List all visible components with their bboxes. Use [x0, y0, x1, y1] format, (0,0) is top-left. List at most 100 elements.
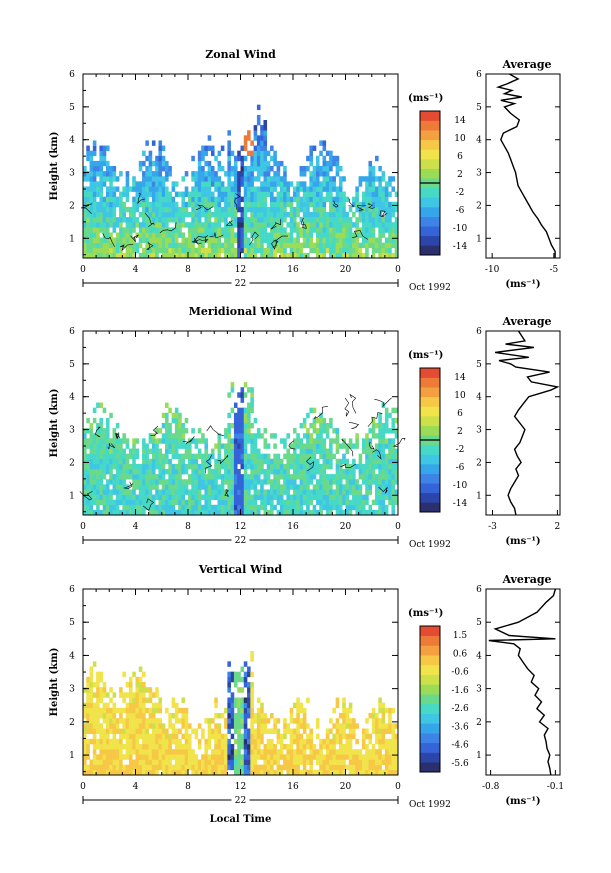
heatmap-cell [171, 728, 176, 734]
heatmap-cell [240, 181, 245, 187]
heatmap-cell [299, 484, 304, 490]
heatmap-cell [112, 433, 117, 439]
heatmap-cell [174, 728, 179, 734]
heatmap-cell [135, 702, 140, 709]
heatmap-cell [243, 438, 248, 444]
heatmap-cell [220, 713, 225, 719]
heatmap-cell [368, 504, 373, 511]
heatmap-cell [92, 489, 97, 495]
heatmap-cell [279, 474, 284, 480]
heatmap-cell [119, 687, 123, 693]
heatmap-cell [207, 453, 212, 460]
heatmap-cell [276, 206, 281, 213]
heatmap-cell [128, 504, 133, 511]
heatmap-cell [266, 509, 271, 516]
heatmap-cell [174, 232, 179, 238]
heatmap-cell [158, 453, 163, 460]
heatmap-cell [279, 489, 284, 495]
heatmap-cell [253, 463, 258, 470]
heatmap-cell [237, 443, 241, 449]
heatmap-cell [128, 692, 133, 698]
heatmap-cell [132, 723, 136, 729]
heatmap-cell [302, 479, 307, 485]
heatmap-cell [315, 242, 320, 249]
heatmap-cell [214, 217, 218, 223]
heatmap-cell [299, 196, 304, 203]
heatmap-cell [345, 474, 350, 480]
heatmap-cell [329, 417, 333, 424]
heatmap-cell [214, 212, 218, 218]
heatmap-cell [178, 423, 182, 429]
heatmap-cell [158, 171, 163, 177]
heatmap-cell [299, 453, 304, 460]
heatmap-cell [296, 494, 300, 500]
contour-line [144, 212, 156, 228]
heatmap-cell [194, 494, 199, 500]
heatmap-cell [286, 728, 291, 734]
heatmap-cell [171, 509, 176, 516]
heatmap-cell [309, 744, 313, 750]
heatmap-cell [355, 232, 359, 238]
heatmap-cell [283, 252, 287, 259]
heatmap-cell [263, 237, 268, 243]
heatmap-cell [289, 463, 294, 470]
heatmap-cell [148, 754, 153, 760]
heatmap-cell [184, 509, 189, 516]
heatmap-cell [276, 728, 281, 734]
heatmap-cell [230, 463, 235, 470]
heatmap-cell [391, 186, 396, 192]
heatmap-cell [299, 166, 304, 172]
average-x-tick-label: -0.1 [547, 782, 564, 792]
heatmap-cell [125, 509, 130, 516]
heatmap-cell [119, 494, 123, 500]
heatmap-cell [312, 749, 317, 755]
heatmap-cell [260, 206, 264, 213]
heatmap-cell [122, 206, 126, 213]
heatmap-cell [89, 217, 94, 223]
heatmap-cell [135, 718, 140, 724]
heatmap-cell [384, 191, 389, 197]
heatmap-cell [256, 749, 261, 755]
heatmap-cell [335, 186, 340, 192]
heatmap-cell [243, 463, 248, 470]
heatmap-cell [263, 489, 268, 495]
heatmap-cell [342, 723, 346, 729]
heatmap-cell [260, 145, 264, 151]
heatmap-cell [112, 222, 117, 228]
heatmap-cell [227, 764, 231, 771]
heatmap-cell [132, 759, 136, 765]
heatmap-cell [99, 201, 103, 208]
heatmap-cell [237, 453, 241, 460]
heatmap-cell [276, 469, 281, 475]
heatmap-cell [188, 448, 192, 454]
heatmap-cell [119, 733, 123, 740]
heatmap-cell [256, 186, 261, 192]
heatmap-cell [99, 222, 103, 228]
heatmap-cell [217, 181, 222, 187]
heatmap-cell [348, 247, 353, 254]
heatmap-cell [322, 474, 327, 480]
heatmap-cell [227, 702, 231, 709]
heatmap-cell [83, 222, 87, 228]
heatmap-cell [220, 474, 225, 480]
heatmap-cell [227, 438, 231, 444]
heatmap-cell [96, 222, 100, 228]
heatmap-cell [148, 692, 153, 698]
contour-line [209, 232, 224, 239]
average-title: Average [501, 573, 551, 586]
heatmap-cell [332, 733, 336, 740]
heatmap-cell [270, 166, 274, 172]
heatmap-cell [361, 769, 366, 776]
heatmap-cell [391, 448, 396, 454]
heatmap-cell [283, 232, 287, 238]
heatmap-cell [92, 749, 97, 755]
heatmap-cell [368, 196, 373, 203]
heatmap-cell [96, 759, 100, 765]
heatmap-cell [178, 458, 182, 465]
heatmap-cell [233, 671, 238, 678]
heatmap-cell [286, 754, 291, 760]
heatmap-cell [214, 769, 218, 776]
heatmap-cell [142, 733, 146, 740]
heatmap-cell [99, 166, 103, 172]
heatmap-cell [83, 237, 87, 243]
